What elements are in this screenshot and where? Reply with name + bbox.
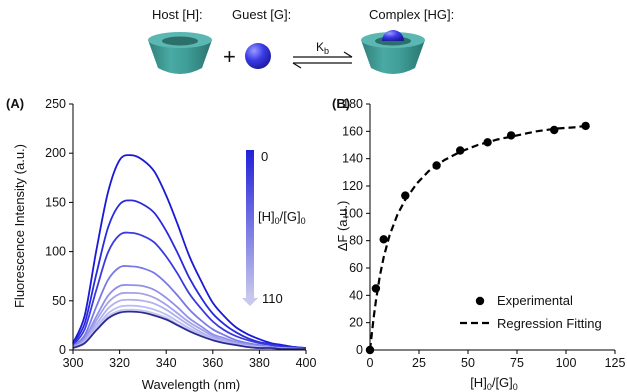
panel-a-x-tick-label: 300: [63, 356, 84, 370]
panel-a-x-tick-label: 320: [109, 356, 130, 370]
legend-label-experimental: Experimental: [497, 293, 573, 308]
panel-b-y-tick-label: 180: [342, 97, 363, 111]
panel-a-x-tick-label: 360: [202, 356, 223, 370]
panel-b-x-axis-label: [H]0/[G]0: [470, 375, 518, 392]
gradient-start-label: 0: [261, 149, 268, 164]
complex-icon: [361, 30, 425, 74]
panel-b-x-tick-label: 25: [412, 356, 426, 370]
spectrum-line-0: [72, 154, 307, 349]
panel-b-y-tick-label: 140: [342, 152, 363, 166]
panel-a-y-tick-label: 200: [45, 146, 66, 160]
panel-b-y-tick-label: 0: [356, 343, 363, 357]
panel-a-y-tick-label: 250: [45, 97, 66, 111]
panel-a-y-tick-label: 0: [59, 343, 66, 357]
panel-a-y-tick-label: 100: [45, 245, 66, 259]
panel-b-x-tick-label: 125: [605, 356, 626, 370]
spectrum-line-9: [72, 310, 306, 350]
experimental-point: [456, 146, 465, 155]
spectrum-line-2: [72, 231, 307, 350]
equilibrium-arrows-icon: [292, 51, 353, 69]
experimental-point: [371, 284, 381, 293]
panel-b-x-tick-label: 100: [556, 356, 577, 370]
panel-b-y-tick-label: 100: [342, 206, 363, 220]
experimental-point: [483, 138, 492, 147]
spectra-series: [72, 154, 307, 350]
spectrum-line-6: [72, 298, 306, 350]
binding-scheme: Host [H]: Guest [G]: Complex [HG]: + Kb: [148, 7, 454, 74]
gradient-end-label: 110: [262, 291, 283, 306]
guest-ball-icon: [245, 43, 271, 69]
experimental-point: [581, 121, 590, 131]
titration-gradient-legend: 0 110 [H]0/[G]0: [242, 149, 306, 306]
legend-label-regression: Regression Fitting: [497, 316, 602, 331]
gradient-arrow-head-icon: [242, 298, 258, 306]
experimental-point: [401, 191, 410, 200]
panel-a-x-axis-label: Wavelength (nm): [142, 377, 241, 392]
spectrum-line-1: [72, 199, 307, 349]
panel-b-axes: 0 25 50 75 100 125 0 20 40 60 80 100 120 140 160 180: [342, 97, 625, 370]
panel-b-y-axis-label: ΔF (a.u.): [335, 201, 350, 252]
panel-a-axes: 300 320 340 360 380 400 0 50 100 150 200 250: [45, 97, 316, 370]
panel-b-y-tick-label: 60: [349, 261, 363, 275]
complex-label: Complex [HG]:: [369, 7, 454, 22]
panel-a-y-tick-label: 150: [45, 195, 66, 209]
panel-a-x-tick-label: 400: [296, 356, 317, 370]
panel-b-y-tick-label: 20: [349, 316, 363, 330]
panel-b-y-tick-label: 120: [342, 179, 363, 193]
panel-a-y-axis-label: Fluorescence Intensity (a.u.): [12, 144, 27, 308]
panel-b-x-tick-label: 0: [367, 356, 374, 370]
gradient-title: [H]0/[G]0: [258, 209, 306, 226]
experimental-point: [432, 161, 441, 170]
binding-constant: Kb: [316, 40, 329, 56]
experimental-point: [550, 125, 559, 135]
panel-b-legend: Experimental Regression Fitting: [460, 293, 602, 331]
spectrum-line-4: [72, 283, 307, 350]
panel-b-x-tick-label: 50: [461, 356, 475, 370]
guest-label: Guest [G]:: [232, 7, 291, 22]
panel-a-label: (A): [6, 96, 24, 111]
panel-b-y-tick-label: 40: [349, 288, 363, 302]
panel-a-x-tick-label: 340: [156, 356, 177, 370]
plus-sign: +: [223, 44, 236, 69]
panel-b-x-tick-label: 75: [510, 356, 524, 370]
panel-a-y-tick-label: 50: [52, 294, 66, 308]
panel-a-x-tick-label: 380: [249, 356, 270, 370]
panel-b-chart: (B) 0 25 50 75 100 125 0 20 40 60 80 100 120 140 160 18…: [332, 96, 625, 392]
panel-b-y-tick-label: 80: [349, 234, 363, 248]
experimental-point: [379, 235, 388, 244]
panel-b-y-tick-label: 160: [342, 124, 363, 138]
panel-b-label: (B): [332, 96, 350, 111]
host-label: Host [H]:: [152, 7, 203, 22]
gradient-bar: [246, 150, 254, 298]
host-cup-icon: [148, 32, 212, 74]
experimental-point: [506, 131, 516, 140]
legend-marker-experimental: [475, 296, 485, 306]
panel-a-chart: (A) 300 320 340 360 380 400 0 50 100 150 200 250 Wa…: [6, 96, 316, 392]
